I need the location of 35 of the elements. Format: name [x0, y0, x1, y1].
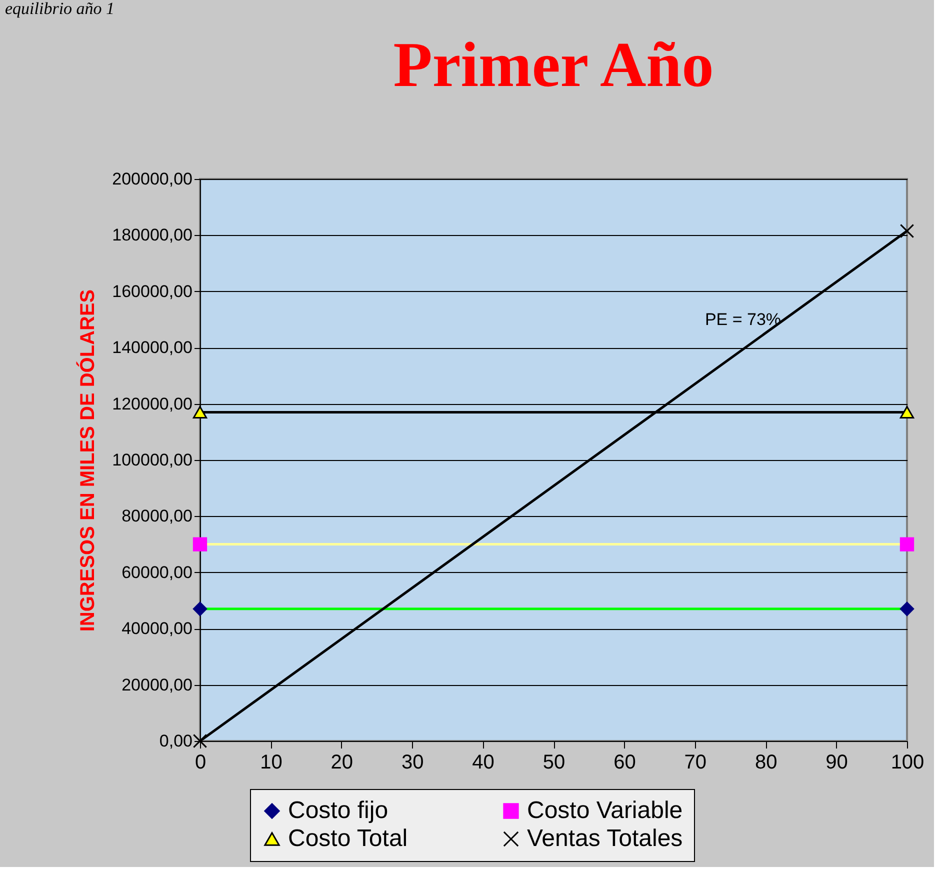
x-tick-label: 40 — [472, 752, 494, 774]
y-tick-label: 180000,00 — [112, 226, 192, 245]
point — [900, 224, 914, 238]
text: equilibrio año 1 — [5, 0, 115, 18]
y-tick-label: 200000,00 — [112, 170, 192, 188]
y-tick-label: 60000,00 — [122, 562, 192, 582]
x-tick-label: 10 — [260, 752, 282, 774]
point — [900, 602, 914, 616]
point — [900, 537, 914, 552]
x-tick-label: 30 — [401, 752, 424, 774]
y-tick-label: 80000,00 — [122, 506, 192, 526]
x-tick-label: 0 — [194, 752, 206, 774]
legend-label: Ventas Totales — [527, 825, 683, 852]
y-tick-label: 20000,00 — [122, 675, 192, 694]
point — [192, 734, 208, 748]
point — [192, 602, 208, 616]
y-tick-label: 120000,00 — [112, 394, 192, 414]
chart-title: Primer Año — [393, 29, 714, 100]
x-tick-label: 90 — [826, 752, 848, 774]
y-tick-label: 160000,00 — [112, 282, 192, 301]
x-tick-label: 80 — [754, 752, 778, 774]
x-tick-label: 70 — [684, 752, 707, 774]
y-axis-title: INGRESOS EN MILES DE DÓLARES — [76, 289, 100, 632]
y-tick-label: 100000,00 — [112, 450, 192, 470]
legend-label: Costo fijo — [288, 797, 388, 824]
x-tick-label: 50 — [542, 752, 566, 774]
y-tick-label: 40000,00 — [122, 619, 192, 638]
legend-label: Costo Variable — [527, 797, 683, 824]
y-tick-label: 0,00 — [159, 732, 192, 750]
x-tick-label: 100 — [890, 752, 924, 774]
point — [192, 537, 208, 552]
x-tick-label: 20 — [330, 752, 354, 774]
legend-label: Costo Total — [288, 825, 408, 852]
x-tick-label: 60 — [614, 752, 636, 774]
y-tick-label: 140000,00 — [112, 338, 192, 358]
